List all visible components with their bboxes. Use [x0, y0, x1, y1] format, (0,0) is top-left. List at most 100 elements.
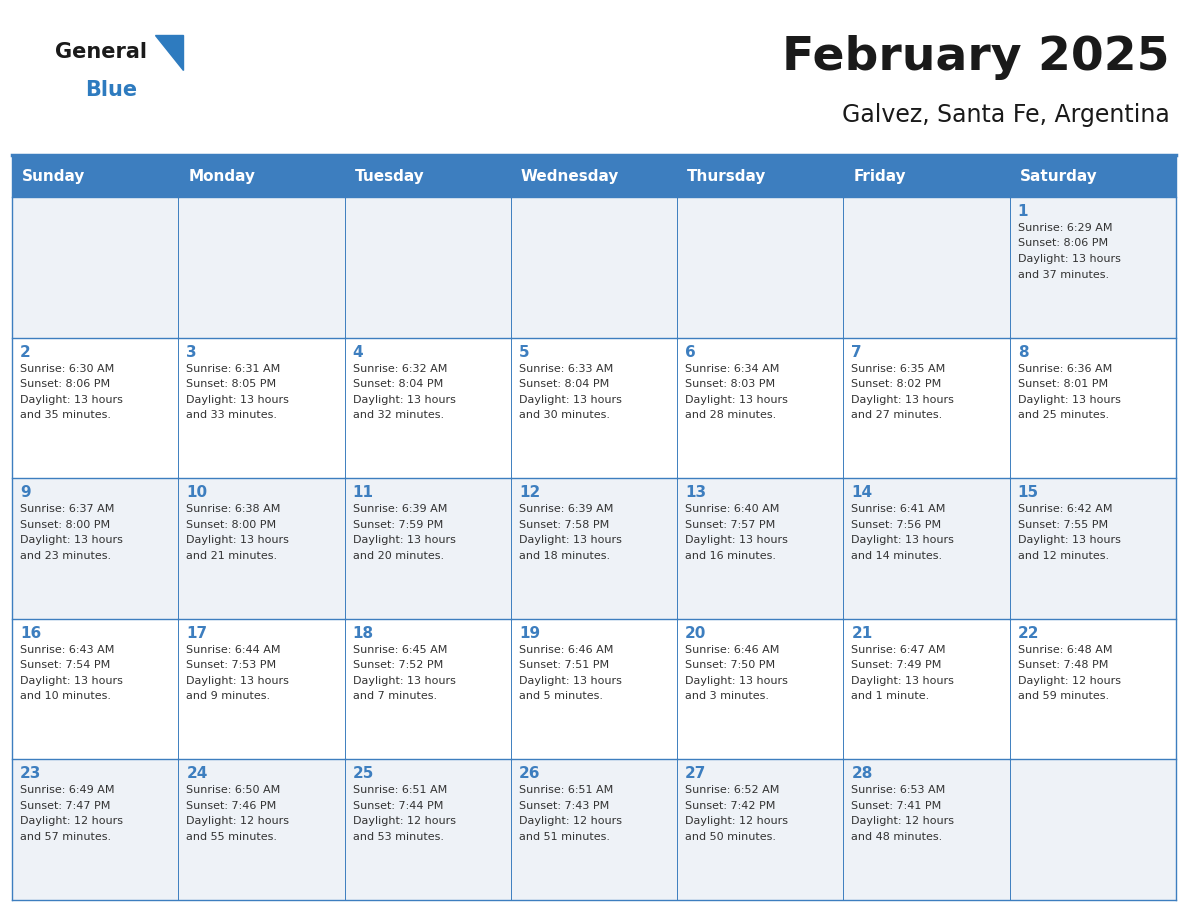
- Text: Sunset: 7:47 PM: Sunset: 7:47 PM: [20, 800, 110, 811]
- Text: Daylight: 13 hours: Daylight: 13 hours: [353, 395, 455, 405]
- Text: Sunset: 7:41 PM: Sunset: 7:41 PM: [852, 800, 942, 811]
- Text: and 3 minutes.: and 3 minutes.: [685, 691, 769, 701]
- Text: Daylight: 12 hours: Daylight: 12 hours: [20, 816, 124, 826]
- Bar: [345, 619, 511, 759]
- Text: and 28 minutes.: and 28 minutes.: [685, 410, 777, 420]
- Text: Daylight: 13 hours: Daylight: 13 hours: [187, 395, 289, 405]
- Text: Sunrise: 6:53 AM: Sunrise: 6:53 AM: [852, 786, 946, 795]
- Text: Sunset: 7:44 PM: Sunset: 7:44 PM: [353, 800, 443, 811]
- Bar: [345, 155, 511, 197]
- Text: Sunday: Sunday: [21, 169, 86, 184]
- Bar: [345, 338, 511, 478]
- Text: Wednesday: Wednesday: [520, 169, 619, 184]
- Text: Daylight: 13 hours: Daylight: 13 hours: [187, 676, 289, 686]
- Text: and 37 minutes.: and 37 minutes.: [1018, 270, 1108, 279]
- Text: Tuesday: Tuesday: [354, 169, 424, 184]
- Text: Daylight: 12 hours: Daylight: 12 hours: [519, 816, 621, 826]
- Text: 4: 4: [353, 344, 364, 360]
- Text: Sunset: 7:55 PM: Sunset: 7:55 PM: [1018, 520, 1108, 530]
- Text: Sunset: 7:50 PM: Sunset: 7:50 PM: [685, 660, 776, 670]
- Bar: [178, 338, 345, 478]
- Text: Galvez, Santa Fe, Argentina: Galvez, Santa Fe, Argentina: [842, 103, 1170, 127]
- Text: 13: 13: [685, 486, 707, 500]
- Bar: [511, 478, 677, 619]
- Text: Sunset: 8:01 PM: Sunset: 8:01 PM: [1018, 379, 1108, 389]
- Text: 1: 1: [1018, 204, 1029, 219]
- Text: 20: 20: [685, 626, 707, 641]
- Bar: [1010, 338, 1176, 478]
- Text: February 2025: February 2025: [783, 36, 1170, 81]
- Bar: [12, 155, 178, 197]
- Text: and 57 minutes.: and 57 minutes.: [20, 832, 112, 842]
- Bar: [12, 619, 178, 759]
- Text: Sunrise: 6:39 AM: Sunrise: 6:39 AM: [519, 504, 613, 514]
- Text: 10: 10: [187, 486, 208, 500]
- Text: Sunset: 7:43 PM: Sunset: 7:43 PM: [519, 800, 609, 811]
- Text: Daylight: 13 hours: Daylight: 13 hours: [852, 676, 954, 686]
- Text: Sunrise: 6:45 AM: Sunrise: 6:45 AM: [353, 644, 447, 655]
- Text: Sunrise: 6:35 AM: Sunrise: 6:35 AM: [852, 364, 946, 374]
- Polygon shape: [154, 35, 183, 70]
- Bar: [677, 759, 843, 900]
- Text: and 7 minutes.: and 7 minutes.: [353, 691, 437, 701]
- Text: and 32 minutes.: and 32 minutes.: [353, 410, 443, 420]
- Bar: [178, 759, 345, 900]
- Text: 21: 21: [852, 626, 873, 641]
- Bar: [511, 338, 677, 478]
- Text: Sunset: 8:00 PM: Sunset: 8:00 PM: [20, 520, 110, 530]
- Text: Sunset: 7:46 PM: Sunset: 7:46 PM: [187, 800, 277, 811]
- Bar: [12, 478, 178, 619]
- Text: and 48 minutes.: and 48 minutes.: [852, 832, 943, 842]
- Text: Sunrise: 6:47 AM: Sunrise: 6:47 AM: [852, 644, 946, 655]
- Text: Sunset: 7:48 PM: Sunset: 7:48 PM: [1018, 660, 1108, 670]
- Bar: [1010, 759, 1176, 900]
- Text: Daylight: 13 hours: Daylight: 13 hours: [20, 395, 122, 405]
- Text: Sunset: 7:57 PM: Sunset: 7:57 PM: [685, 520, 776, 530]
- Text: Sunset: 8:00 PM: Sunset: 8:00 PM: [187, 520, 277, 530]
- Text: 19: 19: [519, 626, 541, 641]
- Text: and 33 minutes.: and 33 minutes.: [187, 410, 277, 420]
- Bar: [843, 338, 1010, 478]
- Text: Daylight: 13 hours: Daylight: 13 hours: [519, 676, 621, 686]
- Text: and 21 minutes.: and 21 minutes.: [187, 551, 278, 561]
- Text: Sunrise: 6:31 AM: Sunrise: 6:31 AM: [187, 364, 280, 374]
- Text: 14: 14: [852, 486, 872, 500]
- Text: Sunrise: 6:52 AM: Sunrise: 6:52 AM: [685, 786, 779, 795]
- Bar: [178, 155, 345, 197]
- Text: and 16 minutes.: and 16 minutes.: [685, 551, 776, 561]
- Text: Sunrise: 6:46 AM: Sunrise: 6:46 AM: [519, 644, 613, 655]
- Text: Sunrise: 6:30 AM: Sunrise: 6:30 AM: [20, 364, 114, 374]
- Text: Sunset: 7:59 PM: Sunset: 7:59 PM: [353, 520, 443, 530]
- Bar: [511, 197, 677, 338]
- Text: Sunset: 8:03 PM: Sunset: 8:03 PM: [685, 379, 776, 389]
- Text: Thursday: Thursday: [687, 169, 766, 184]
- Text: Daylight: 13 hours: Daylight: 13 hours: [852, 395, 954, 405]
- Text: Sunrise: 6:40 AM: Sunrise: 6:40 AM: [685, 504, 779, 514]
- Text: and 27 minutes.: and 27 minutes.: [852, 410, 943, 420]
- Text: Daylight: 13 hours: Daylight: 13 hours: [1018, 395, 1120, 405]
- Text: and 10 minutes.: and 10 minutes.: [20, 691, 110, 701]
- Bar: [677, 197, 843, 338]
- Text: 15: 15: [1018, 486, 1038, 500]
- Text: Sunrise: 6:32 AM: Sunrise: 6:32 AM: [353, 364, 447, 374]
- Text: Sunrise: 6:43 AM: Sunrise: 6:43 AM: [20, 644, 114, 655]
- Text: 16: 16: [20, 626, 42, 641]
- Bar: [12, 197, 178, 338]
- Text: and 5 minutes.: and 5 minutes.: [519, 691, 602, 701]
- Text: General: General: [55, 42, 147, 62]
- Bar: [677, 619, 843, 759]
- Text: Sunrise: 6:34 AM: Sunrise: 6:34 AM: [685, 364, 779, 374]
- Text: and 20 minutes.: and 20 minutes.: [353, 551, 443, 561]
- Text: and 30 minutes.: and 30 minutes.: [519, 410, 609, 420]
- Text: Daylight: 13 hours: Daylight: 13 hours: [353, 535, 455, 545]
- Text: Sunrise: 6:49 AM: Sunrise: 6:49 AM: [20, 786, 114, 795]
- Text: 24: 24: [187, 767, 208, 781]
- Text: Sunrise: 6:51 AM: Sunrise: 6:51 AM: [353, 786, 447, 795]
- Bar: [677, 478, 843, 619]
- Bar: [511, 155, 677, 197]
- Text: and 53 minutes.: and 53 minutes.: [353, 832, 443, 842]
- Text: and 18 minutes.: and 18 minutes.: [519, 551, 609, 561]
- Text: Sunrise: 6:46 AM: Sunrise: 6:46 AM: [685, 644, 779, 655]
- Text: 7: 7: [852, 344, 862, 360]
- Bar: [511, 619, 677, 759]
